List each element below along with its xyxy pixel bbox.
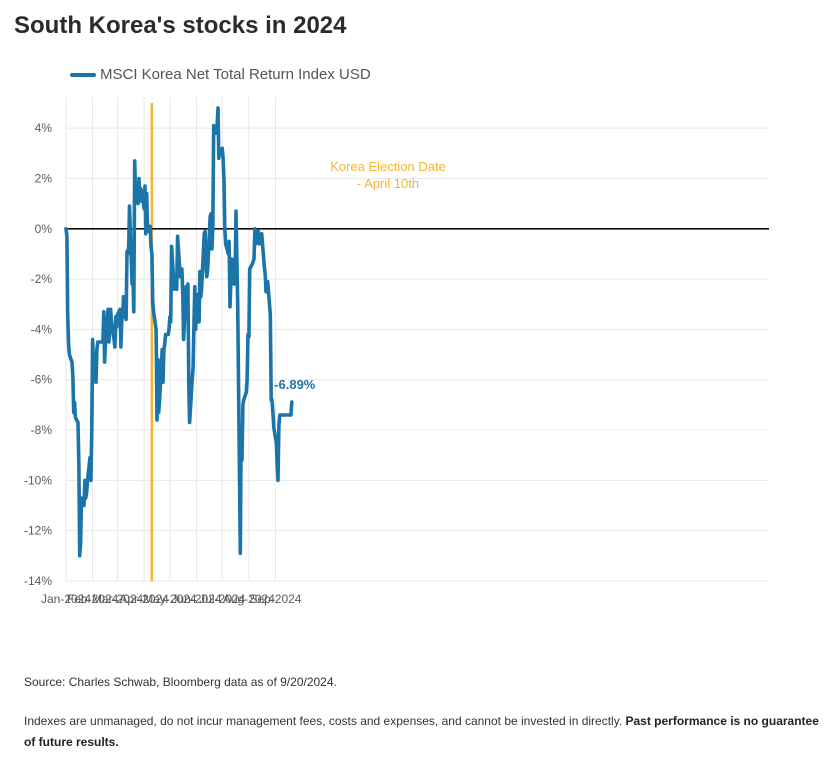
series-layer [64,106,294,558]
y-tick-label: 0% [35,222,53,236]
end-value: -6.89% [274,377,316,392]
legend-label: MSCI Korea Net Total Return Index USD [100,66,371,83]
source-note: Source: Charles Schwab, Bloomberg data a… [24,675,337,689]
y-tick-label: -12% [24,524,52,538]
disclaimer-bold-text: Past performance is no guarantee of futu… [24,714,819,749]
x-tick-label: Jun-2024 [171,592,221,606]
y-tick-label: -8% [31,423,53,437]
x-tick-label: Aug-2024 [223,592,275,606]
disclaimer-text: Indexes are unmanaged, do not incur mana… [24,714,626,728]
y-tick-label: 2% [35,171,53,185]
y-axis-labels: 4% 2% 0% -2% -4% -6% -8% -10% -12% -14% [24,121,52,588]
end-value-label: -6.89% [274,377,316,392]
y-tick-label: -14% [24,574,52,588]
x-tick-label: Feb-2024 [67,592,119,606]
x-tick-label: Jan-2024 [41,592,91,606]
x-tick-label: Apr-2024 [119,592,169,606]
election-label-line1: Korea Election Date [330,159,446,174]
disclaimer: Indexes are unmanaged, do not incur mana… [24,711,829,753]
chart-title: South Korea's stocks in 2024 [14,12,347,39]
x-tick-label: Mar-2024 [92,592,144,606]
legend-swatch [70,72,96,77]
y-tick-label: -2% [31,272,53,286]
y-tick-label: -10% [24,473,52,487]
line-chart: 4% 2% 0% -2% -4% -6% -8% -10% -12% -14% Jan-2024F… [24,97,769,606]
election-label-line2: - April 10th [357,176,419,191]
grid-lines [65,97,769,582]
x-axis-labels: Jan-2024Feb-2024Mar-2024Apr-2024May-2024… [41,592,302,606]
election-annotation: Korea Election Date - April 10th [150,103,446,581]
x-tick-label: Jul-2024 [199,592,245,606]
chart-legend: MSCI Korea Net Total Return Index USD [70,66,371,83]
x-tick-label: May-2024 [143,592,197,606]
y-tick-label: -4% [31,322,53,336]
y-tick-label: 4% [35,121,53,135]
y-tick-label: -6% [31,373,53,387]
series-line [64,106,294,558]
x-tick-label: Sep-2024 [249,592,301,606]
